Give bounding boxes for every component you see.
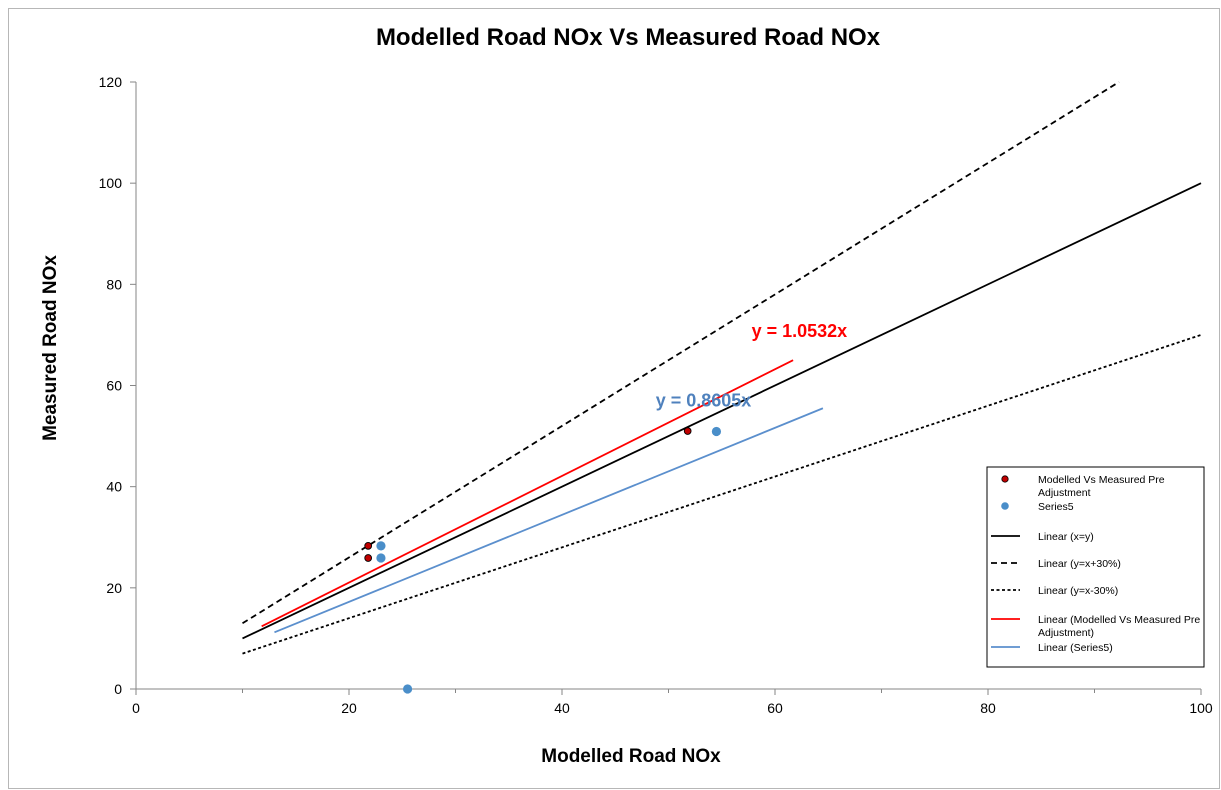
- point-series5: [376, 553, 386, 563]
- equation-label-red: y = 1.0532x: [752, 321, 848, 341]
- legend-label-line: Linear (x=y): [1038, 531, 1094, 543]
- legend-label-line: Linear (y=x-30%): [1038, 585, 1118, 597]
- tick-labels: 0 20 40 60 80 100 120 0 20 40 60 80 100: [99, 74, 1213, 716]
- legend-label: Linear (y=x+30%): [1038, 558, 1121, 570]
- legend-label: Linear (x=y): [1038, 531, 1094, 543]
- data-points: [364, 426, 722, 694]
- point-pre-adjustment: [683, 427, 692, 435]
- legend-label-line: Series5: [1038, 501, 1074, 513]
- y-axis-title: Measured Road NOx: [40, 255, 61, 441]
- line-linear-series5: [274, 407, 824, 634]
- legend-label: Series5: [1038, 501, 1074, 513]
- line-linear-modelled-vs-measured-pre-adjustment: [261, 359, 794, 628]
- x-tick-label: 100: [1189, 700, 1213, 716]
- point-series5: [711, 426, 722, 437]
- x-tick-label: 20: [341, 700, 357, 716]
- point-pre-adjustment: [364, 554, 373, 562]
- legend-label: Linear (Series5): [1038, 642, 1113, 654]
- legend-label-line: Modelled Vs Measured Pre: [1038, 474, 1165, 486]
- point-series5: [376, 541, 386, 551]
- y-tick-label: 20: [106, 580, 122, 596]
- legend-label: Modelled Vs Measured Pre Adjustment: [1038, 474, 1165, 499]
- axes: [130, 81, 1202, 695]
- y-tick-label: 100: [99, 175, 123, 191]
- legend-box: [986, 466, 1205, 668]
- point-pre-adjustment: [364, 541, 373, 550]
- equation-label-blue: y = 0.8605x: [656, 391, 752, 411]
- x-tick-label: 80: [980, 700, 996, 716]
- point-series5: [402, 684, 413, 694]
- x-tick-label: 0: [132, 700, 140, 716]
- legend-label-line: Adjustment: [1038, 487, 1091, 499]
- legend-label-line: Linear (y=x+30%): [1038, 558, 1121, 570]
- line-linear-y-x-30: [242, 334, 1202, 655]
- equation-labels: y = 1.0532x y = 0.8605x: [656, 321, 847, 411]
- legend-swatch-series5: [1001, 502, 1009, 510]
- legend-label-line: Adjustment): [1038, 627, 1094, 639]
- chart-title: Modelled Road NOx Vs Measured Road NOx: [376, 24, 881, 51]
- y-tick-label: 120: [99, 74, 123, 90]
- legend-swatch-pre-adjustment: [1001, 475, 1009, 483]
- legend: Modelled Vs Measured Pre Adjustment Series…: [986, 466, 1205, 668]
- y-tick-label: 60: [106, 378, 122, 394]
- legend-label-line: Linear (Modelled Vs Measured Pre: [1038, 614, 1200, 626]
- legend-label: Linear (Modelled Vs Measured Pre Adjustme…: [1038, 614, 1200, 639]
- legend-label: Linear (y=x-30%): [1038, 585, 1118, 597]
- line-linear-y-x-30: [242, 81, 1120, 625]
- x-tick-label: 40: [554, 700, 570, 716]
- y-tick-label: 80: [106, 276, 122, 292]
- trend-lines: [242, 81, 1202, 655]
- y-tick-label: 40: [106, 479, 122, 495]
- y-tick-label: 0: [114, 681, 122, 697]
- legend-label-line: Linear (Series5): [1038, 642, 1113, 654]
- x-axis-title: Modelled Road NOx: [541, 746, 721, 767]
- line-linear-x-y: [242, 182, 1202, 640]
- x-tick-label: 60: [767, 700, 783, 716]
